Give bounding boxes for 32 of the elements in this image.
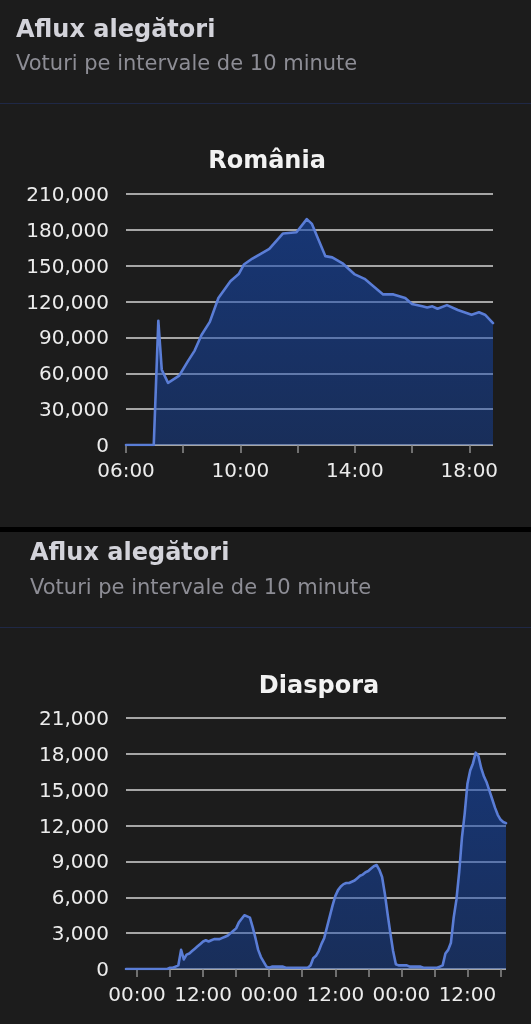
x-tick-label: 00:00 [372,982,431,1006]
y-tick-label: 120,000 [26,289,109,314]
text: Voturi pe intervale de 10 minute [16,50,358,76]
x-tick-label: 00:00 [108,982,166,1006]
y-tick-label: 12,000 [39,813,109,838]
y-tick-label: 9,000 [51,849,109,874]
x-tick-label: 18:00 [440,458,499,482]
y-tick-label: 30,000 [39,397,109,422]
y-tick-label: 15,000 [39,777,109,802]
text: Voturi pe intervale de 10 minute [30,574,372,600]
x-tick-label: 12:00 [438,982,497,1006]
y-tick-label: 150,000 [26,253,109,278]
chart-title: România [208,146,326,174]
y-tick-label: 0 [96,957,109,981]
y-tick-label: 18,000 [39,741,109,766]
x-tick-label: 12:00 [306,982,365,1006]
text: Aflux alegători [16,15,216,43]
y-tick-label: 60,000 [39,361,109,386]
y-tick-label: 180,000 [26,217,109,242]
x-tick-label: 06:00 [97,458,155,482]
x-tick-label: 00:00 [240,982,299,1006]
y-tick-label: 0 [96,433,109,457]
y-tick-label: 3,000 [51,921,109,946]
x-tick-label: 10:00 [211,458,270,482]
text: Aflux alegători [30,538,230,566]
x-tick-label: 14:00 [326,458,384,482]
chart-title: Diaspora [258,671,380,699]
y-tick-label: 90,000 [39,325,109,350]
y-tick-label: 210,000 [26,182,109,206]
y-tick-label: 21,000 [39,706,109,730]
y-tick-label: 6,000 [51,885,109,910]
x-tick-label: 12:00 [174,982,232,1006]
